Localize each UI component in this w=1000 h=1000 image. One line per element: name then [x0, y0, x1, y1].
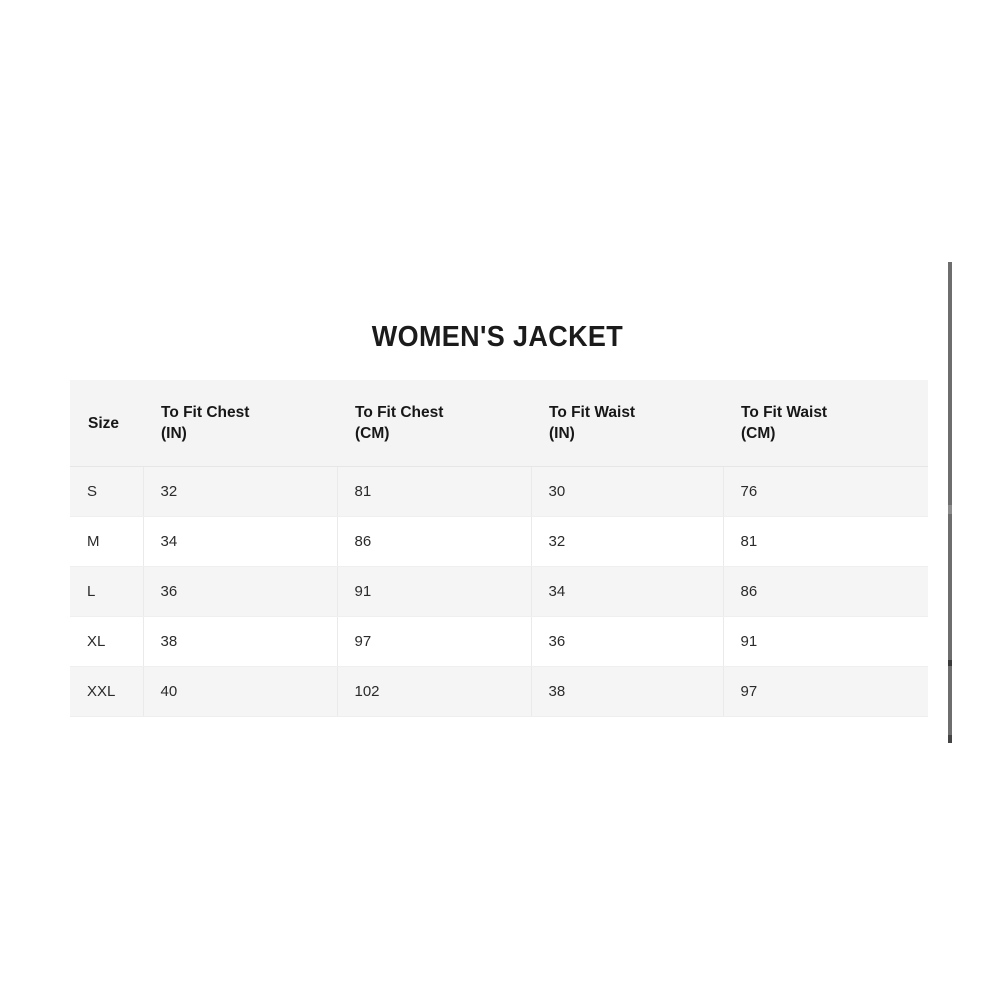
column-header-waist-in-line2: (IN): [549, 425, 575, 442]
column-header-waist-cm-line1: To Fit Waist: [741, 404, 828, 421]
cell-chest-cm: 81: [337, 466, 532, 517]
column-header-chest-cm-line2: (CM): [355, 425, 390, 442]
table-body: S 32 81 30 76 M 34 86 32 81 L 36 91 34 8…: [70, 466, 928, 717]
cell-chest-in: 36: [143, 566, 338, 617]
column-header-size: Size: [70, 380, 143, 467]
table-header: Size To Fit Chest (IN) To Fit Chest (CM)…: [70, 380, 928, 467]
table-header-row: Size To Fit Chest (IN) To Fit Chest (CM)…: [70, 380, 928, 467]
column-header-chest-in: To Fit Chest (IN): [143, 380, 337, 467]
cell-waist-in: 30: [531, 466, 724, 517]
size-chart-table: Size To Fit Chest (IN) To Fit Chest (CM)…: [70, 380, 928, 717]
cell-chest-in: 40: [143, 666, 338, 717]
cell-waist-cm: 81: [723, 516, 928, 567]
column-header-waist-in: To Fit Waist (IN): [531, 380, 723, 467]
table-row: S 32 81 30 76: [70, 466, 928, 517]
column-header-chest-cm-line1: To Fit Chest: [355, 404, 444, 421]
cell-chest-in: 34: [143, 516, 338, 567]
cell-size: XL: [70, 616, 144, 667]
right-edge-rule-mark-b: [948, 660, 952, 666]
right-edge-rule-mark-a: [948, 505, 952, 514]
cell-waist-in: 32: [531, 516, 724, 567]
column-header-size-line1: Size: [88, 414, 120, 432]
table-row: XXL 40 102 38 97: [70, 666, 928, 717]
cell-size: M: [70, 516, 144, 567]
column-header-waist-in-line1: To Fit Waist: [549, 404, 636, 421]
page-title: WOMEN'S JACKET: [371, 321, 624, 353]
cell-waist-in: 36: [531, 616, 724, 667]
cell-waist-in: 38: [531, 666, 724, 717]
cell-size: XXL: [70, 666, 144, 717]
right-edge-rule: [948, 262, 952, 743]
cell-size: L: [70, 566, 144, 617]
cell-waist-cm: 76: [723, 466, 928, 517]
cell-waist-cm: 91: [723, 616, 928, 667]
table-row: M 34 86 32 81: [70, 516, 928, 567]
cell-chest-in: 38: [143, 616, 338, 667]
cell-waist-cm: 86: [723, 566, 928, 617]
cell-chest-cm: 86: [337, 516, 532, 567]
column-header-chest-cm: To Fit Chest (CM): [337, 380, 531, 467]
cell-chest-in: 32: [143, 466, 338, 517]
cell-waist-cm: 97: [723, 666, 928, 717]
column-header-chest-in-line2: (IN): [161, 425, 187, 442]
column-header-waist-cm-line2: (CM): [741, 425, 776, 442]
column-header-waist-cm: To Fit Waist (CM): [723, 380, 928, 467]
column-header-chest-in-line1: To Fit Chest: [161, 404, 250, 421]
table-row: XL 38 97 36 91: [70, 616, 928, 667]
table-row: L 36 91 34 86: [70, 566, 928, 617]
cell-size: S: [70, 466, 144, 517]
cell-waist-in: 34: [531, 566, 724, 617]
cell-chest-cm: 91: [337, 566, 532, 617]
right-edge-rule-mark-c: [948, 735, 952, 743]
cell-chest-cm: 102: [337, 666, 532, 717]
cell-chest-cm: 97: [337, 616, 532, 667]
